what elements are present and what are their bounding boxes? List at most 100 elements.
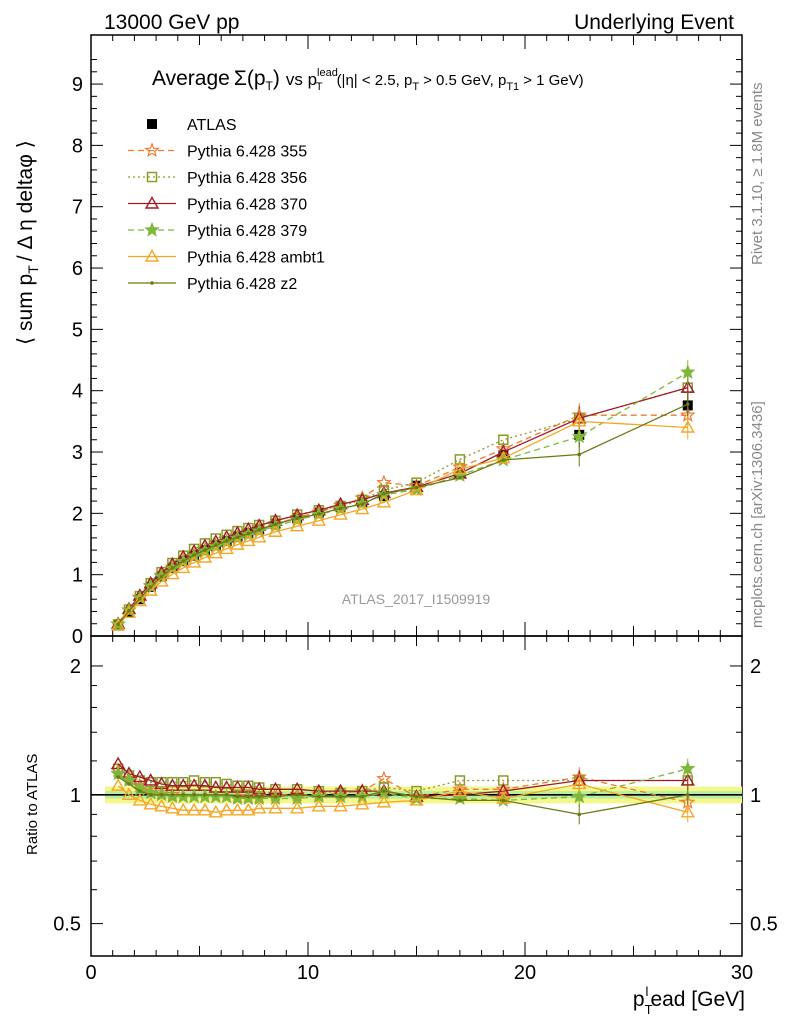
data-point — [127, 609, 131, 613]
ratio-point — [165, 800, 180, 814]
ratio-point — [235, 794, 240, 799]
data-point — [295, 516, 299, 521]
ratio-point — [148, 792, 153, 797]
ratio-point — [273, 794, 278, 799]
ratio-y-tick-label: 1 — [750, 785, 761, 807]
ratio-point — [452, 783, 468, 797]
ratio-point — [197, 802, 213, 816]
legend-marker — [150, 281, 154, 285]
data-point — [680, 380, 695, 393]
ratio-point — [224, 792, 229, 797]
ratio-point — [192, 792, 196, 797]
data-point — [382, 491, 386, 496]
ratio-point — [176, 802, 191, 816]
data-point — [241, 533, 256, 547]
ratio-point — [230, 802, 245, 816]
legend-marker — [144, 249, 160, 262]
legend-marker — [144, 142, 160, 158]
data-point — [572, 413, 587, 427]
ratio-point — [246, 794, 251, 799]
data-point — [571, 428, 587, 444]
data-point — [251, 529, 267, 543]
ratio-point — [501, 798, 506, 803]
data-point — [230, 537, 245, 550]
ratio-point — [170, 792, 175, 797]
ratio-point — [409, 793, 424, 806]
data-point — [138, 596, 142, 601]
data-point — [159, 574, 164, 579]
y-tick-label: 1 — [72, 565, 83, 587]
legend-label: Pythia 6.428 356 — [187, 170, 307, 187]
ratio-y-tick-label: 2 — [750, 656, 761, 678]
data-point — [116, 622, 120, 627]
ratio-point — [110, 778, 126, 791]
series-6 — [116, 392, 690, 627]
data-point — [311, 513, 327, 526]
ratio-point — [317, 794, 321, 799]
legend-label: Pythia 6.428 z2 — [187, 276, 297, 293]
data-point — [208, 545, 223, 559]
ratio-point — [577, 812, 582, 817]
ratio-point — [121, 787, 137, 800]
ratio-series-4 — [110, 773, 695, 823]
x-tick-label: 0 — [85, 962, 96, 984]
analysis-watermark: ATLAS_2017_I1509919 — [342, 591, 491, 607]
legend-label: Pythia 6.428 ambt1 — [187, 250, 325, 267]
ratio-point — [458, 798, 462, 803]
data-point — [257, 528, 261, 532]
ratio-point — [685, 792, 690, 797]
ratio-point — [177, 776, 189, 788]
ratio-ylabel: Ratio to ATLAS — [24, 754, 41, 855]
y-tick-label: 3 — [72, 442, 83, 464]
ratio-y-tick-label: 0.5 — [53, 914, 81, 936]
data-point — [165, 566, 180, 580]
data-point — [680, 364, 696, 379]
ratio-point — [376, 770, 392, 786]
legend-marker — [144, 196, 160, 209]
data-point — [148, 585, 153, 589]
y-tick-label: 6 — [72, 258, 83, 280]
legend-label: Pythia 6.428 370 — [187, 197, 307, 214]
y-tick-label: 2 — [72, 503, 83, 525]
data-point — [181, 559, 186, 563]
ratio-point — [213, 792, 218, 797]
data-point — [360, 502, 365, 506]
ratio-point — [311, 798, 327, 812]
x-tick-label: 30 — [731, 962, 753, 984]
data-point — [219, 541, 234, 555]
ratio-line — [117, 768, 688, 794]
ratio-point — [355, 796, 370, 810]
series-line — [117, 420, 688, 627]
x-tick-label: 20 — [514, 962, 536, 984]
ratio-point — [257, 794, 261, 799]
data-point — [203, 548, 207, 552]
legend-marker — [144, 221, 160, 237]
ratio-point — [571, 788, 587, 804]
data-point — [235, 535, 240, 540]
ratio-point — [199, 776, 211, 788]
ratio-point — [295, 792, 299, 797]
data-point — [501, 458, 506, 462]
data-point — [268, 524, 283, 537]
legend-marker — [147, 119, 157, 129]
ratio-y-tick-label: 1 — [70, 785, 81, 807]
y-tick-label: 8 — [72, 135, 83, 157]
legend-label: Pythia 6.428 355 — [187, 144, 307, 161]
ratio-point — [572, 776, 587, 790]
y-tick-label: 5 — [72, 319, 83, 341]
data-point — [685, 402, 690, 406]
ratio-point — [138, 789, 142, 793]
ratio-point — [221, 778, 232, 790]
data-point — [176, 560, 191, 574]
data-point — [121, 605, 137, 618]
data-point — [355, 501, 370, 515]
ratio-point — [414, 794, 419, 799]
data-point — [452, 461, 468, 475]
ratio-point — [186, 802, 202, 816]
x-tick-label: 10 — [297, 962, 319, 984]
ratio-point — [167, 776, 178, 788]
y-tick-label: 9 — [72, 74, 83, 96]
data-point — [170, 566, 175, 570]
main-ylabel: ⟨ sum pT/ Δ η deltaφ ⟩ — [14, 140, 41, 345]
ratio-point — [289, 800, 305, 814]
